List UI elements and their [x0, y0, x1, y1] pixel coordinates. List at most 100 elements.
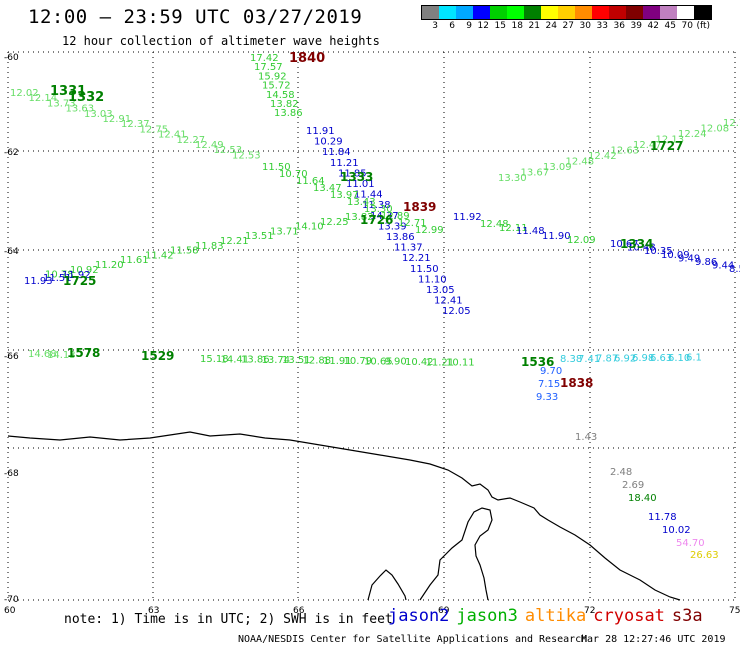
wave-height-value: 13.82	[270, 99, 299, 110]
wave-height-value: 13.05	[426, 285, 455, 296]
lon-label: 69	[438, 606, 450, 616]
lon-axis-labels: 60 63 66 69 72 75	[4, 606, 740, 616]
orbit-time-label: 1333	[340, 170, 373, 184]
wave-height-value: 15.92	[258, 71, 287, 82]
wave-height-value: 26.63	[690, 550, 719, 561]
wave-height-value: 11.64	[296, 176, 325, 187]
legend-label: 39	[630, 21, 642, 31]
wave-height-value: 13.09	[543, 162, 572, 173]
wave-height-value: 12.21	[402, 253, 431, 264]
lat-axis-labels: -60 -62 -64 -66 -68 -70	[4, 53, 19, 605]
wave-height-value: 12.25	[320, 217, 349, 228]
wave-height-value: 13.51	[245, 231, 274, 242]
wave-height-value: 11.83	[195, 241, 224, 252]
wave-height-value: 9.70	[540, 366, 562, 377]
wave-height-value: 10.35	[644, 246, 673, 257]
wave-height-value: 11.37	[394, 243, 423, 254]
wave-height-value: 11.38	[362, 200, 391, 211]
wave-height-value: 12.13	[656, 135, 685, 146]
wave-height-value: 17.42	[250, 53, 279, 64]
wave-height-value: 9.86	[695, 257, 717, 268]
wave-height-value: 18.40	[628, 493, 657, 504]
wave-height-value: 11.92	[62, 270, 91, 281]
wave-height-value: 13.63	[66, 104, 95, 115]
wave-height-value: 17.57	[254, 62, 283, 73]
legend-swatch	[456, 6, 473, 19]
orbit-time-label: 1838	[560, 376, 593, 390]
legend-label: (ft)	[696, 21, 710, 31]
wave-height-value: 11.48	[516, 226, 545, 237]
wave-height-value: 10.92	[70, 265, 99, 276]
wave-height-value: 13.86	[241, 355, 270, 366]
orbit-time-label: 1334	[620, 237, 653, 251]
wave-height-value: 11.50	[410, 264, 439, 275]
legend-label: 30	[579, 21, 591, 31]
wave-height-value: 8.38	[560, 354, 582, 365]
wave-height-value: 1.43	[575, 432, 597, 443]
legend-label: 21	[528, 21, 540, 31]
wave-height-value: 12.09	[567, 235, 596, 246]
legend-swatch	[422, 6, 439, 19]
generated-timestamp: Mar 28 12:27:46 UTC 2019	[581, 634, 726, 645]
wave-height-value: 13.86	[274, 108, 303, 119]
wave-height-value: 10.48	[627, 243, 656, 254]
color-legend	[421, 5, 712, 20]
orbit-time-label: 1331	[50, 84, 86, 99]
wave-height-value: 12.91	[103, 114, 132, 125]
wave-height-value: 12.41	[434, 296, 463, 307]
wave-height-value: 13.39	[378, 221, 407, 232]
orbit-time-label: 1578	[67, 346, 100, 360]
wave-height-value: 7.41	[578, 354, 600, 365]
wave-height-value: 2.69	[622, 480, 644, 491]
page-title: 12:00 — 23:59 UTC 03/27/2019	[28, 6, 363, 28]
wave-height-value: 11.50	[262, 162, 291, 173]
footer-note: note: 1) Time is in UTC; 2) SWH is in fe…	[64, 612, 393, 627]
wave-height-value: 10.09	[661, 250, 690, 261]
orbit-time-label: 1529	[141, 349, 174, 363]
lon-label: 60	[4, 606, 16, 616]
wave-height-value: 12.49	[195, 140, 224, 151]
orbit-time-label: 1725	[63, 274, 96, 288]
wave-height-value: 12.89	[381, 211, 410, 222]
wave-height-value: 10.02	[662, 525, 691, 536]
wave-height-value: 11.91	[306, 126, 335, 137]
wave-height-value: 13.51	[282, 355, 311, 366]
wave-height-value: 12.02	[10, 88, 39, 99]
satellite-name: s3a	[671, 606, 703, 626]
legend-swatch	[473, 6, 490, 19]
wave-height-value: 12.53	[214, 145, 243, 156]
wave-height-value: 12.21	[220, 236, 249, 247]
wave-height-value: 13.97	[330, 190, 359, 201]
wave-height-value: 11.91	[323, 356, 352, 367]
wave-height-value: 10.78	[45, 270, 74, 281]
wave-height-value: 12.53	[232, 150, 261, 161]
wave-height-value: 2.48	[610, 467, 632, 478]
wave-height-value: 13.43	[347, 197, 376, 208]
lon-label: 63	[148, 606, 159, 616]
wave-height-value: 13.67	[521, 168, 550, 179]
wave-height-value: 11.42	[145, 250, 174, 261]
lat-label: -70	[4, 595, 19, 605]
wave-height-value: 12.88	[303, 356, 332, 367]
lon-label: 66	[293, 606, 305, 616]
wave-height-value: 54.70	[676, 538, 705, 549]
lon-label: 72	[584, 606, 595, 616]
lat-label: -60	[4, 53, 19, 63]
orbit-time-label: 1727	[650, 139, 683, 153]
wave-height-value: 13.30	[364, 204, 393, 215]
legend-label: 70	[681, 21, 693, 31]
wave-height-value: 14.13	[47, 350, 76, 361]
orbit-time-label: 1726	[360, 213, 393, 227]
antarctic-coastline	[7, 431, 681, 601]
wave-height-value: 7.87	[596, 354, 618, 365]
legend-swatch	[507, 6, 524, 19]
legend-swatch	[490, 6, 507, 19]
satellite-name: jason2	[388, 606, 450, 626]
satellite-name: jason3	[456, 606, 518, 626]
page-subtitle: 12 hour collection of altimeter wave hei…	[62, 34, 380, 48]
wave-height-value: 13.74	[262, 355, 291, 366]
wave-height-value: 11.10	[418, 274, 447, 285]
wave-height-value: 15.18	[200, 354, 229, 365]
legend-label: 15	[494, 21, 506, 31]
